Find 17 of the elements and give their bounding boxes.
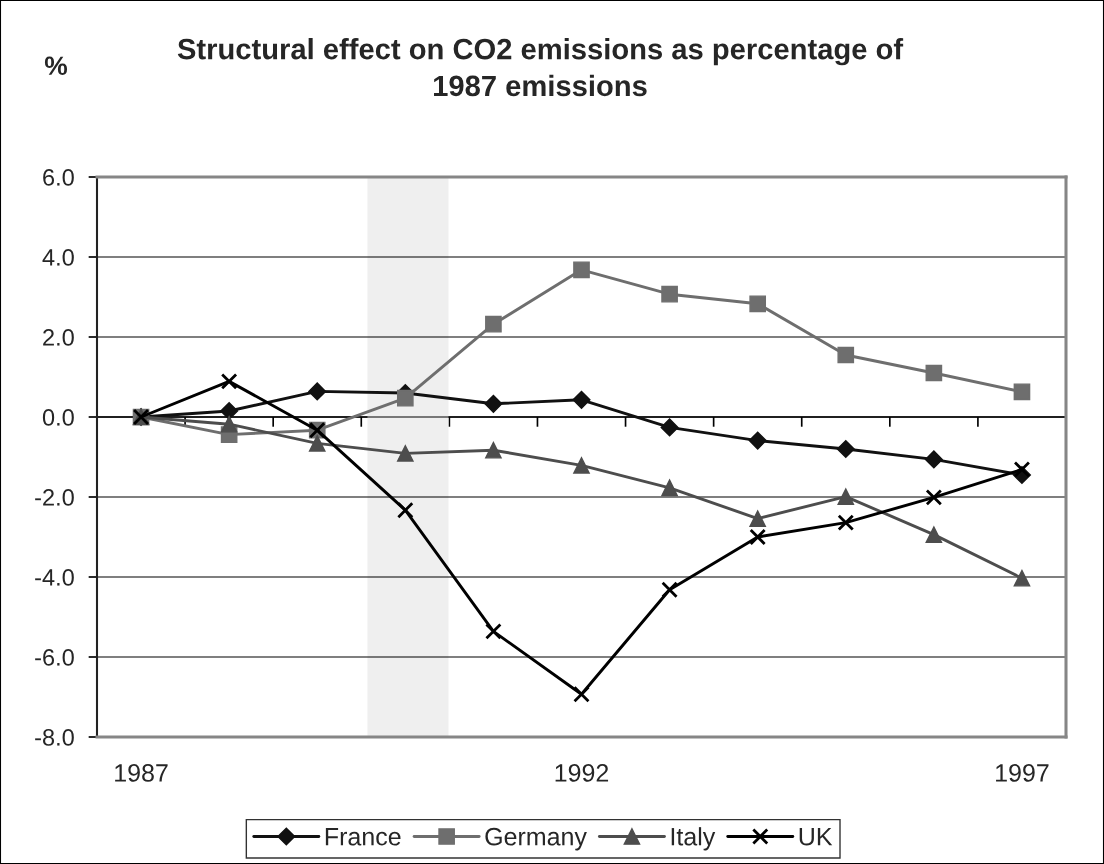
y-tick-label: 6.0 [43, 169, 74, 186]
x-tick-label: 1987 [115, 764, 168, 782]
y-tick-label: -4.0 [35, 569, 74, 586]
legend-label: Italy [671, 827, 716, 851]
legend-label: Germany [485, 827, 587, 851]
y-tick-label: -8.0 [35, 729, 74, 746]
y-tick-label: 0.0 [42, 409, 74, 426]
chart-title: Structural effect on CO2 emissions as percentage of 1987 emissions [177, 37, 904, 97]
y-axis-title: % [44, 56, 68, 76]
y-tick-label: 4.0 [42, 249, 74, 266]
x-tick-label: 1997 [996, 764, 1049, 782]
legend-label: France [325, 828, 401, 846]
y-tick-label: 2.0 [43, 329, 74, 346]
y-tick-label: -2.0 [35, 489, 74, 506]
y-tick-label: -6.0 [35, 649, 74, 666]
legend-label: UK [799, 828, 833, 846]
x-tick-label: 1992 [555, 764, 609, 782]
